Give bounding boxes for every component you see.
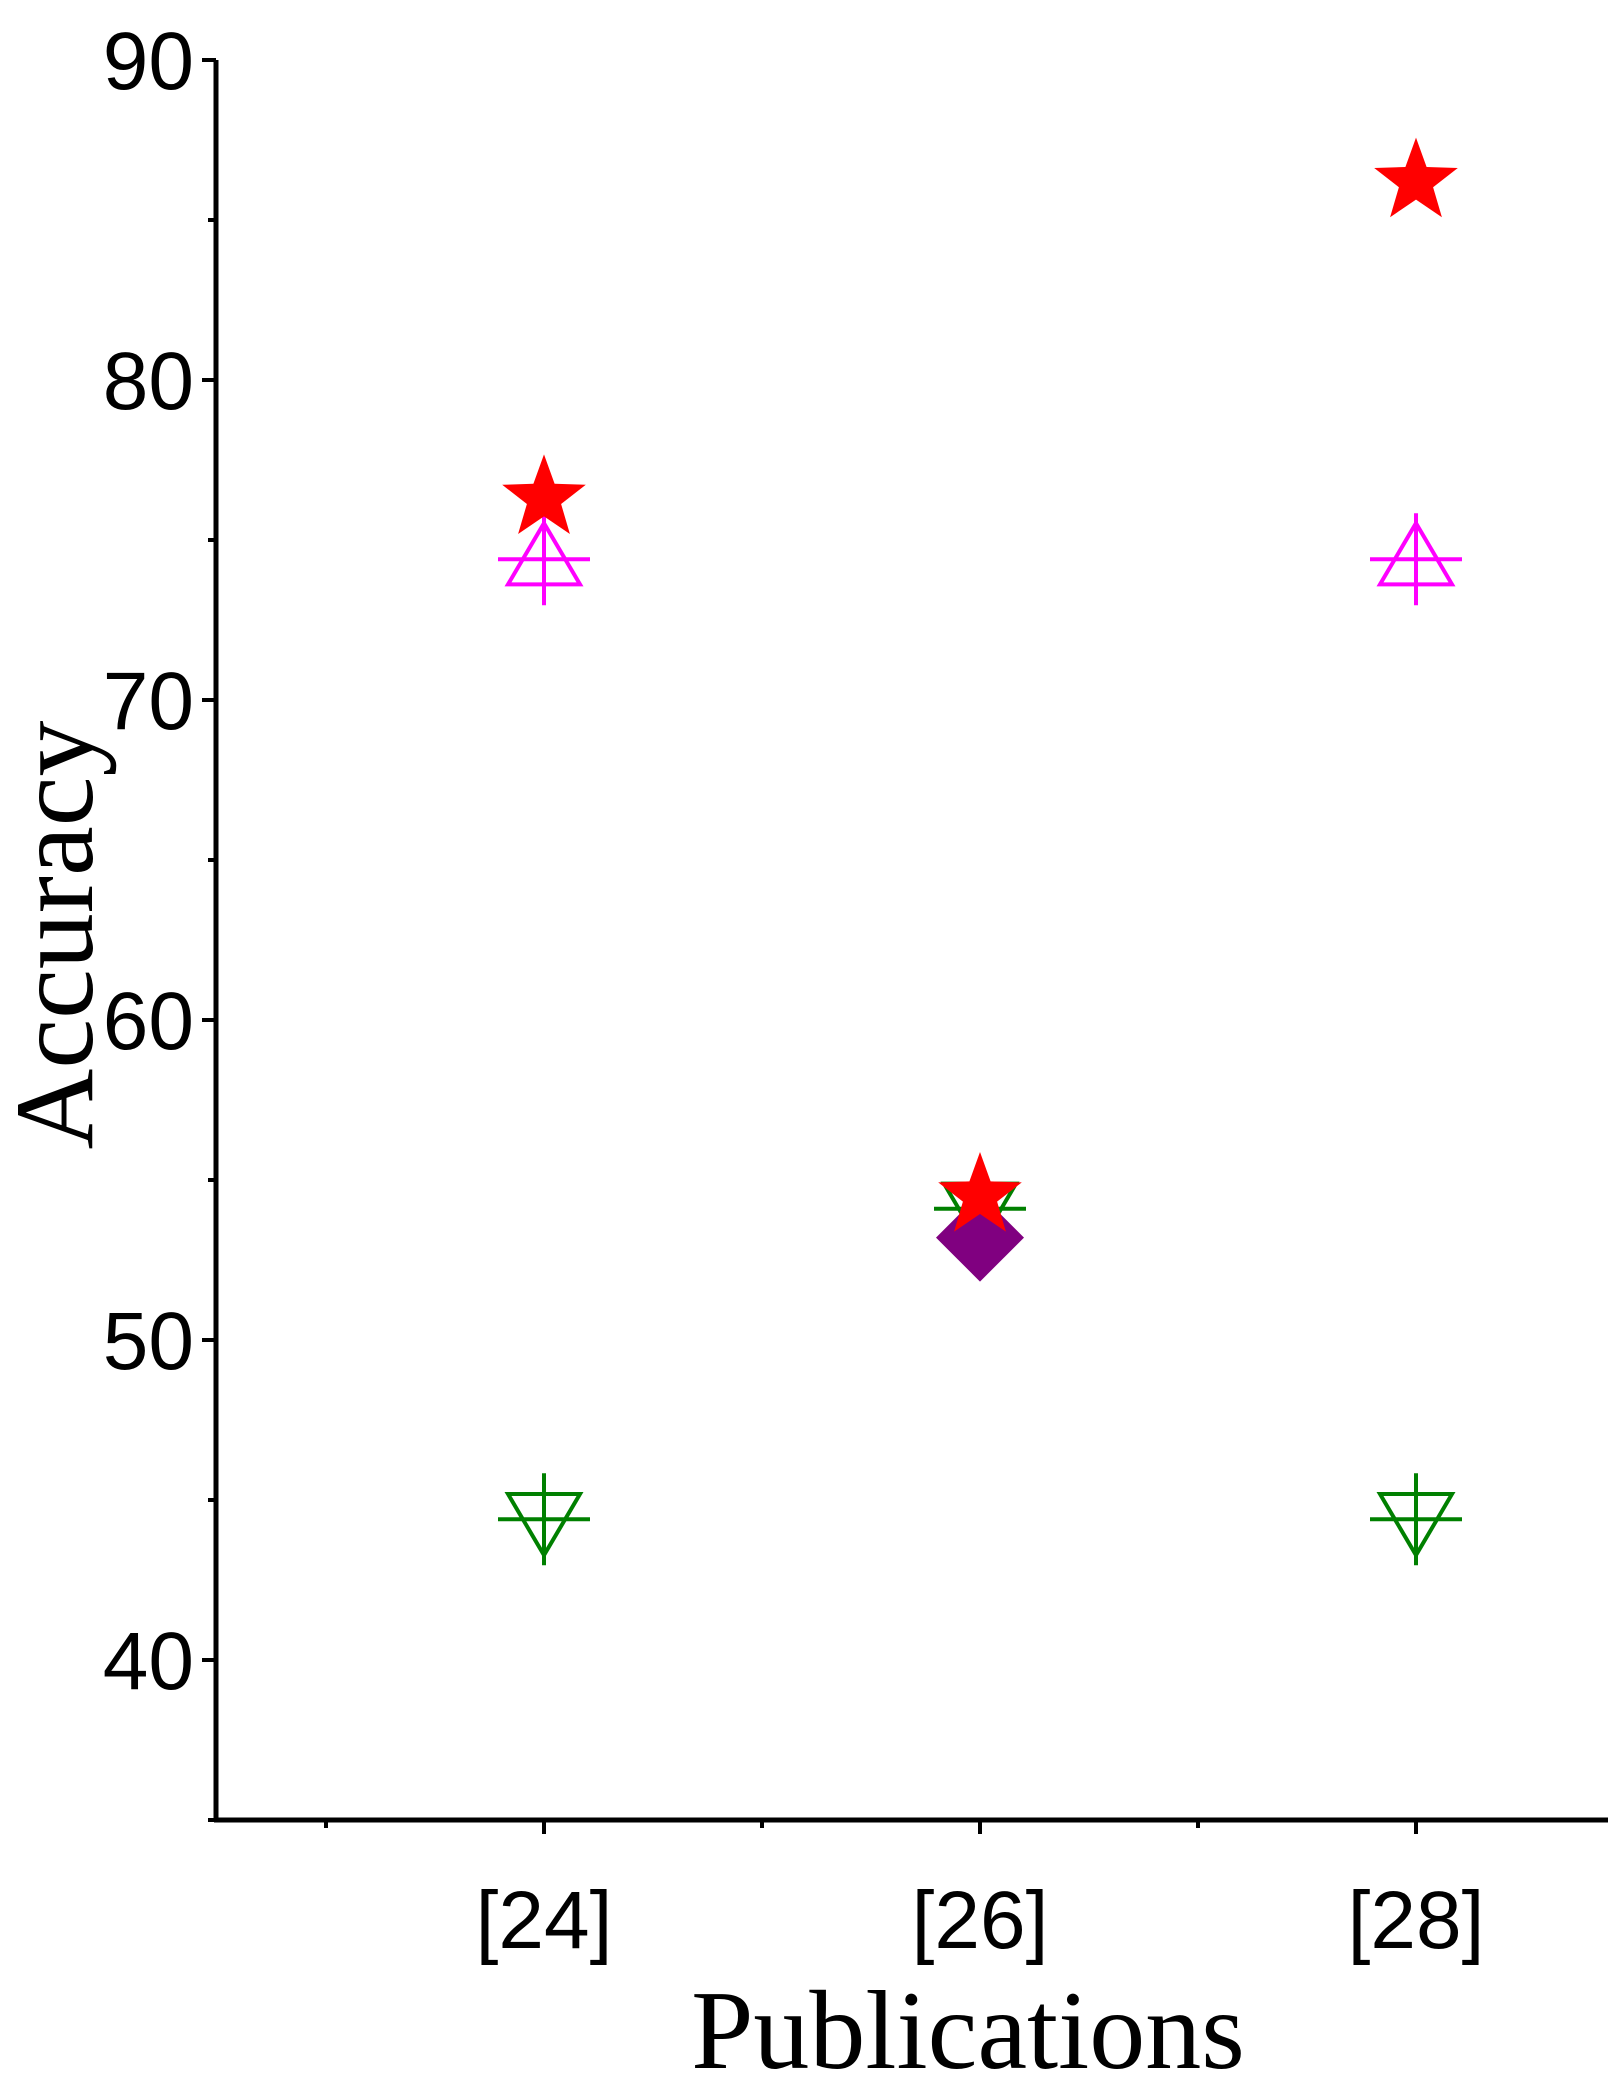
x-tick-label: [28] — [1348, 1875, 1485, 1966]
y-tick-label: 70 — [103, 656, 194, 747]
diamond-shape — [936, 1193, 1024, 1282]
y-tick-label: 80 — [103, 336, 194, 427]
star-shape — [1374, 137, 1458, 218]
x-axis-title: Publications — [691, 1969, 1245, 2090]
y-tick-label: 90 — [103, 16, 194, 107]
star-marker — [1374, 137, 1458, 218]
x-tick-label: [26] — [912, 1875, 1049, 1966]
star-shape — [502, 454, 586, 534]
x-tick-label: [24] — [476, 1875, 613, 1966]
y-tick-label: 40 — [103, 1616, 194, 1707]
star-marker — [502, 454, 586, 534]
axes: 40 50 60 70 80 90 [24] [26] [28] — [103, 16, 1608, 1966]
star-marker — [938, 1152, 1022, 1232]
y-axis-title: Accuracy — [0, 720, 117, 1149]
star-shape — [938, 1152, 1022, 1232]
triangle-up-cross-marker — [1370, 513, 1462, 606]
y-tick-label: 60 — [103, 976, 194, 1067]
y-tick-label: 50 — [103, 1296, 194, 1387]
triangle-down-cross-marker — [498, 1473, 590, 1566]
data-marks — [498, 137, 1462, 1566]
triangle-up-cross-marker — [498, 513, 590, 606]
diamond-marker — [936, 1193, 1024, 1282]
triangle-down-cross-marker — [1370, 1473, 1462, 1566]
